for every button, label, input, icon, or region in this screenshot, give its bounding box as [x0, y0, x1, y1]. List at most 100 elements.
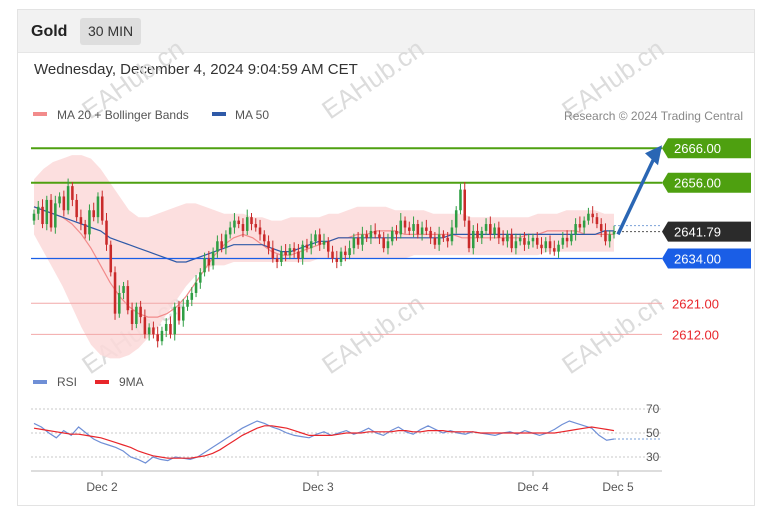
candle-body — [412, 224, 415, 231]
ma20-legend-label: MA 20 + Bollinger Bands — [57, 108, 189, 122]
candle-body — [510, 234, 513, 249]
candle-body — [83, 224, 87, 235]
candle-body — [335, 258, 339, 262]
candle-body — [156, 334, 159, 342]
candle-body — [41, 206, 44, 225]
candle-body — [118, 292, 121, 314]
candle-body — [570, 234, 573, 242]
candle-body — [164, 323, 168, 331]
candle-body — [348, 248, 351, 256]
price-tag-label: 2641.79 — [674, 225, 721, 240]
candle-body — [275, 258, 279, 262]
candle-body — [224, 234, 228, 249]
candle-body — [476, 230, 479, 238]
candle-body — [574, 224, 577, 235]
candle-body — [139, 306, 142, 318]
candle-body — [92, 210, 95, 218]
candlestick-layer — [32, 145, 662, 348]
candle-body — [254, 224, 258, 228]
candle-body — [599, 224, 603, 231]
candle-body — [471, 230, 475, 249]
candle-body — [58, 196, 61, 204]
timeframe-button[interactable]: 30 MIN — [80, 18, 142, 45]
candle-body — [297, 251, 300, 259]
candle-body — [100, 196, 104, 221]
candle-body — [484, 224, 488, 231]
forecast-arrow — [616, 157, 656, 236]
candle-body — [437, 234, 441, 245]
candle-body — [194, 282, 198, 293]
ma50-legend-swatch — [212, 112, 226, 116]
x-axis: Dec 2 Dec 3 Dec 4 Dec 5 — [31, 470, 662, 494]
rsi-tick-label: 30 — [646, 450, 660, 464]
candle-body — [527, 241, 530, 245]
candle-body — [373, 230, 377, 235]
candle-body — [250, 217, 253, 225]
candle-body — [96, 196, 100, 218]
candle-body — [399, 220, 403, 235]
candle-body — [314, 234, 317, 242]
price-tag-label: 2656.00 — [674, 176, 721, 191]
rsi-legend-label: RSI — [57, 375, 77, 389]
candle-body — [203, 258, 206, 273]
price-tag-label: 2666.00 — [674, 141, 721, 156]
candle-body — [267, 241, 270, 249]
candle-body — [147, 327, 151, 335]
candle-body — [130, 310, 134, 324]
candle-body — [54, 203, 57, 228]
price-tag-label: 2634.00 — [674, 252, 721, 267]
candle-body — [553, 248, 556, 252]
candle-body — [331, 251, 334, 259]
candle-body — [361, 234, 364, 245]
candle-body — [420, 227, 424, 235]
candle-body — [557, 244, 560, 252]
candle-body — [587, 213, 590, 221]
candle-body — [211, 251, 215, 266]
price-tag-layer: 2666.00 2656.00 2634.00 2621.00 2612.00 2641.… — [662, 138, 751, 342]
rsi-legend-swatch — [33, 380, 47, 384]
candle-body — [395, 230, 398, 235]
candle-body — [292, 248, 296, 252]
candle-body — [408, 227, 411, 231]
candle-body — [152, 327, 155, 335]
candle-body — [561, 237, 565, 245]
candle-body — [173, 306, 177, 335]
price-tag-label: 2612.00 — [672, 327, 719, 342]
ma20-legend-swatch — [33, 112, 47, 116]
price-tag-label: 2621.00 — [672, 296, 719, 311]
candle-body — [612, 231, 616, 235]
candle-body — [582, 220, 586, 228]
price-tag-2634.00 — [662, 248, 751, 269]
candle-body — [45, 199, 49, 225]
candle-body — [514, 241, 518, 249]
candle-body — [143, 317, 147, 335]
candle-body — [531, 237, 535, 242]
candle-body — [220, 241, 223, 249]
candle-body — [450, 227, 454, 242]
candle-body — [548, 241, 552, 249]
candle-body — [386, 241, 390, 249]
chart-datetime: Wednesday, December 4, 2024 9:04:59 AM C… — [34, 61, 358, 78]
candle-body — [433, 237, 437, 245]
rsi-panel: 70 50 30 — [31, 402, 662, 464]
candle-body — [36, 206, 40, 214]
candle-body — [429, 230, 432, 238]
candle-body — [416, 224, 420, 235]
candle-body — [467, 220, 471, 249]
candle-body — [523, 237, 526, 245]
candle-body — [177, 306, 181, 321]
candle-body — [263, 234, 266, 242]
candle-body — [309, 241, 313, 249]
candle-body — [186, 299, 189, 307]
bollinger-band — [34, 155, 614, 359]
price-tag-2666.00 — [662, 138, 751, 159]
candle-body — [540, 244, 543, 249]
ma50-legend-label: MA 50 — [235, 108, 269, 122]
x-tick-label: Dec 5 — [602, 480, 634, 494]
candle-body — [88, 210, 91, 235]
candle-body — [62, 196, 66, 211]
candle-body — [233, 220, 236, 228]
candle-body — [459, 189, 462, 211]
chart-header: Gold 30 MIN — [18, 10, 754, 53]
rsi-line — [33, 420, 615, 464]
